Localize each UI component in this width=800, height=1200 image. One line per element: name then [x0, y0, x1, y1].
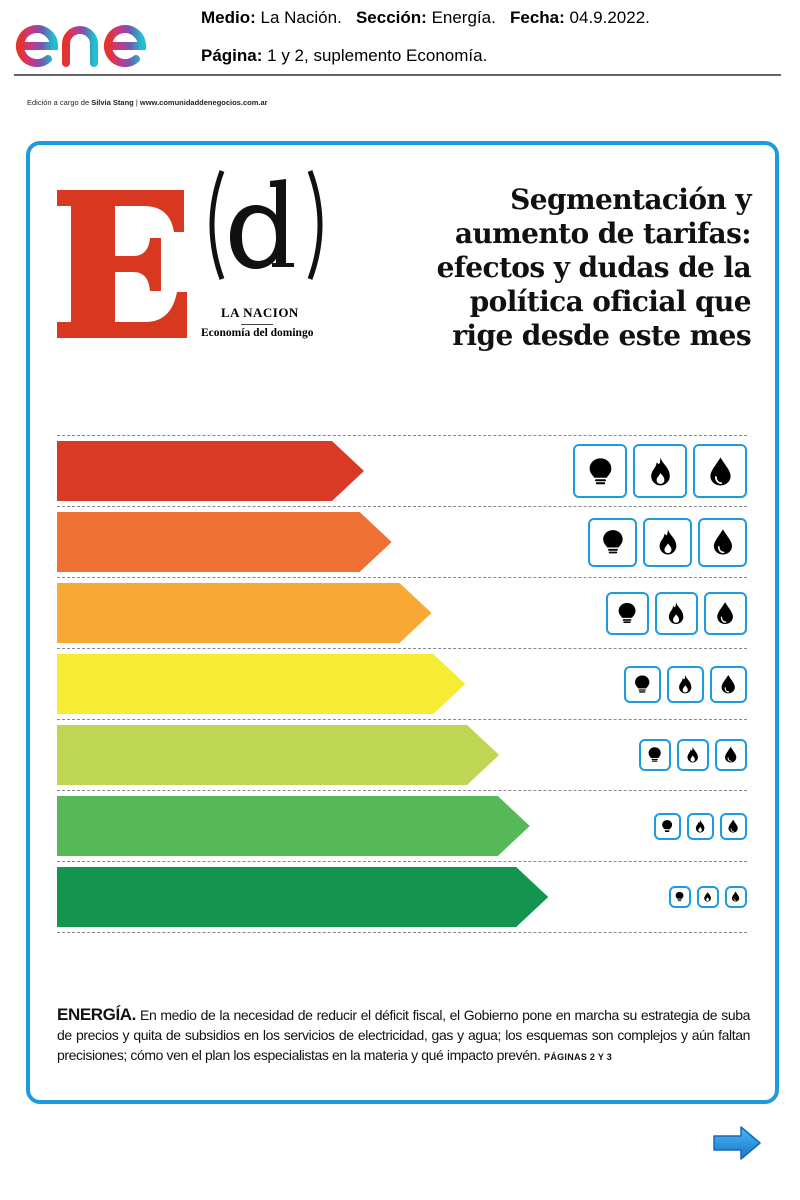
- document-header: Medio: La Nación. Sección: Energía. Fech…: [0, 0, 800, 80]
- lightbulb-icon: [662, 819, 673, 832]
- lightbulb-icon: [589, 457, 611, 484]
- energy-rating-bar: [57, 796, 530, 856]
- lightbulb-icon: [619, 602, 636, 623]
- article-metadata-line-2: Página: 1 y 2, suplemento Economía.: [201, 46, 488, 65]
- energy-rating-bar-shape: [57, 654, 466, 714]
- lightbulb-icon: [635, 675, 650, 693]
- scale-divider: [57, 790, 747, 791]
- flame-icon: [669, 602, 684, 624]
- edition-credit: Edición a cargo de Silvia Stang | www.co…: [27, 98, 268, 107]
- lightbulb-icon-tile: [606, 591, 649, 635]
- water-drop-icon: [717, 602, 734, 624]
- scale-divider: [57, 435, 747, 436]
- water-drop-icon: [732, 891, 740, 903]
- masthead-letter-e: [57, 190, 187, 338]
- summary-body: En medio de la necesidad de reducir el d…: [57, 1007, 750, 1063]
- water-drop-icon: [713, 529, 732, 555]
- summary-lead: ENERGÍA.: [57, 1005, 136, 1024]
- energy-rating-bar: [57, 654, 466, 714]
- scale-divider: [57, 932, 747, 933]
- pages-reference: PÁGINAS 2 Y 3: [544, 1052, 613, 1062]
- lightbulb-icon-tile: [573, 444, 627, 498]
- energy-rating-bar-shape: [57, 441, 364, 501]
- flame-icon: [650, 457, 670, 485]
- lightbulb-icon-tile: [624, 665, 661, 703]
- energy-rating-scale: [30, 145, 775, 945]
- flame-icon-tile: [677, 739, 709, 771]
- water-drop-icon: [709, 457, 731, 485]
- energy-rating-bar-shape: [57, 512, 392, 572]
- scale-divider: [57, 861, 747, 862]
- lightbulb-icon: [602, 530, 623, 554]
- masthead-d-mark: [209, 170, 323, 280]
- enel-logo: [16, 8, 168, 67]
- lightbulb-icon-tile: [588, 517, 637, 567]
- energy-rating-bar: [57, 867, 549, 927]
- energy-rating-bar-shape: [57, 796, 530, 856]
- newspaper-name: LA NACION: [221, 305, 299, 320]
- water-drop-icon-tile: [725, 886, 747, 908]
- article-metadata-line-1: Medio: La Nación. Sección: Energía. Fech…: [201, 8, 650, 27]
- scale-divider: [57, 577, 747, 578]
- flame-icon: [687, 747, 699, 763]
- flame-icon: [659, 529, 676, 555]
- flame-icon-tile: [687, 812, 714, 840]
- energy-rating-bar: [57, 441, 364, 501]
- lightbulb-icon-tile: [669, 886, 691, 908]
- lightbulb-icon-tile: [639, 739, 671, 771]
- flame-icon: [679, 674, 692, 694]
- water-drop-icon-tile: [704, 591, 747, 635]
- water-drop-icon: [721, 674, 736, 694]
- header-divider: [14, 74, 781, 76]
- headline: Segmentación y aumento de tarifas: efect…: [436, 183, 752, 352]
- water-drop-icon-tile: [715, 739, 747, 771]
- supplement-name: Economía del domingo: [201, 327, 314, 339]
- energy-rating-bar-shape: [57, 725, 500, 785]
- flame-icon-tile: [633, 444, 687, 498]
- energy-rating-bar-shape: [57, 867, 549, 927]
- water-drop-icon-tile: [693, 444, 747, 498]
- energy-rating-bar: [57, 725, 500, 785]
- flame-icon: [696, 819, 705, 833]
- flame-icon-tile: [643, 517, 692, 567]
- scale-divider: [57, 719, 747, 720]
- energy-rating-bar: [57, 583, 432, 643]
- flame-icon-tile: [697, 886, 719, 908]
- water-drop-icon: [725, 747, 737, 763]
- flame-icon-tile: [655, 591, 698, 635]
- scale-divider: [57, 506, 747, 507]
- right-arrow-icon[interactable]: [711, 1124, 763, 1162]
- energy-rating-bar-shape: [57, 583, 432, 643]
- flame-icon: [704, 891, 712, 903]
- water-drop-icon: [728, 819, 739, 833]
- scale-divider: [57, 648, 747, 649]
- masthead-rule: [241, 324, 273, 325]
- water-drop-icon-tile: [698, 517, 747, 567]
- lightbulb-icon-tile: [654, 812, 681, 840]
- energy-rating-bar: [57, 512, 392, 572]
- water-drop-icon-tile: [710, 665, 747, 703]
- water-drop-icon-tile: [720, 812, 747, 840]
- lightbulb-icon: [648, 747, 662, 763]
- newspaper-cover-card: LA NACION Economía del domingo Segmentac…: [26, 141, 779, 1104]
- summary-paragraph: ENERGÍA. En medio de la necesidad de red…: [57, 1005, 750, 1067]
- lightbulb-icon: [676, 892, 684, 902]
- flame-icon-tile: [667, 665, 704, 703]
